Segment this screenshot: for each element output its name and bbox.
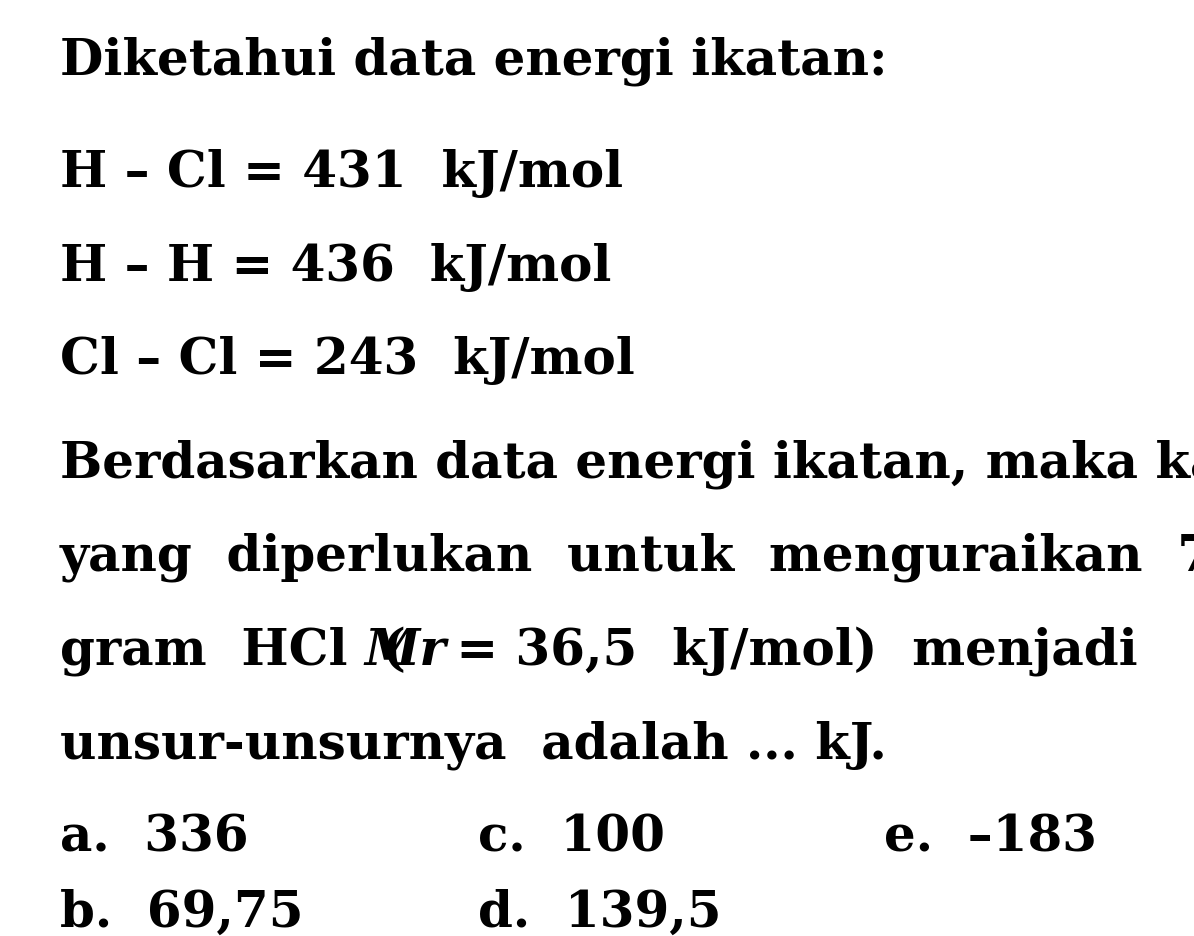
Text: e.  –183: e. –183	[884, 813, 1096, 863]
Text: H – H = 436  kJ/mol: H – H = 436 kJ/mol	[60, 242, 611, 292]
Text: b.  69,75: b. 69,75	[60, 888, 303, 936]
Text: Cl – Cl = 243  kJ/mol: Cl – Cl = 243 kJ/mol	[60, 336, 634, 386]
Text: Mr: Mr	[364, 626, 445, 676]
Text: H – Cl = 431  kJ/mol: H – Cl = 431 kJ/mol	[60, 149, 623, 198]
Text: = 36,5  kJ/mol)  menjadi: = 36,5 kJ/mol) menjadi	[439, 626, 1138, 676]
Text: gram  HCl  (: gram HCl (	[60, 626, 406, 676]
Text: a.  336: a. 336	[60, 813, 248, 863]
Text: unsur-unsurnya  adalah ... kJ.: unsur-unsurnya adalah ... kJ.	[60, 720, 886, 769]
Text: yang  diperlukan  untuk  menguraikan  73: yang diperlukan untuk menguraikan 73	[60, 533, 1194, 582]
Text: d.  139,5: d. 139,5	[478, 888, 721, 936]
Text: c.  100: c. 100	[478, 813, 665, 863]
Text: Berdasarkan data energi ikatan, maka kalor: Berdasarkan data energi ikatan, maka kal…	[60, 439, 1194, 489]
Text: Diketahui data energi ikatan:: Diketahui data energi ikatan:	[60, 37, 887, 86]
